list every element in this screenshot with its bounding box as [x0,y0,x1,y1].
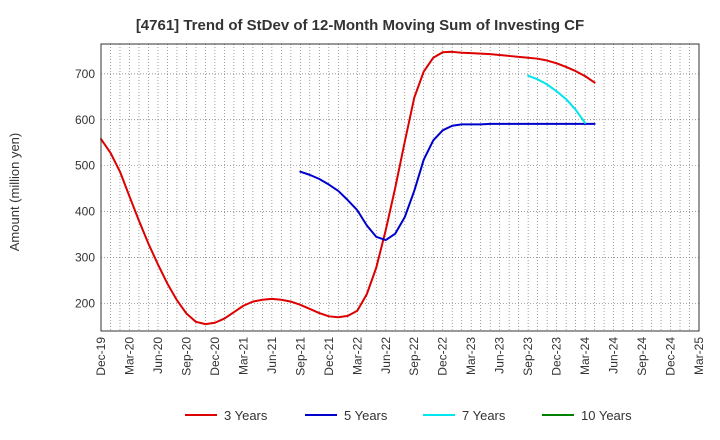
x-tick-label: Jun-24 [607,337,621,374]
x-tick-label: Mar-21 [236,337,250,375]
x-tick-label: Jun-23 [493,337,507,374]
x-tick-label: Dec-19 [94,337,108,376]
x-tick-label: Sep-24 [635,337,649,376]
y-tick-label: 200 [75,296,95,310]
y-tick-label: 600 [75,113,95,127]
x-tick-label: Dec-21 [322,337,336,376]
legend-label: 10 Years [581,408,632,423]
x-tick-label: Jun-22 [379,337,393,374]
legend-label: 7 Years [462,408,506,423]
x-tick-label: Jun-21 [265,337,279,374]
legend-label: 3 Years [224,408,268,423]
series-line-7-years [527,74,587,124]
y-tick-labels: 200 300 400 500 600 700 [75,67,95,311]
y-tick-label: 300 [75,251,95,265]
series-layer [100,50,596,326]
x-tick-label: Jun-20 [151,337,165,374]
x-tick-label: Mar-23 [464,337,478,375]
legend-label: 5 Years [344,408,388,423]
legend: 3 Years 5 Years 7 Years 10 Years [185,408,632,423]
series-line-5-years [299,122,596,242]
y-tick-label: 700 [75,67,95,81]
x-tick-label: Dec-20 [208,337,222,376]
x-tick-labels: Dec-19 Mar-20 Jun-20 Sep-20 Dec-20 Mar-21 Jun-… [94,337,706,376]
y-tick-label: 400 [75,205,95,219]
x-tick-label: Sep-20 [179,337,193,376]
x-tick-label: Mar-20 [122,337,136,375]
y-axis-label: Amount (million yen) [7,133,22,252]
x-tick-label: Mar-24 [578,337,592,375]
x-tick-label: Dec-23 [550,337,564,376]
x-tick-label: Dec-24 [664,337,678,376]
x-tick-label: Mar-25 [692,337,706,375]
x-tick-label: Dec-22 [436,337,450,376]
x-tick-label: Mar-22 [350,337,364,375]
x-tick-label: Sep-21 [293,337,307,376]
x-tick-label: Sep-23 [521,337,535,376]
plot-frame [100,43,700,332]
series-line-3-years [100,50,596,326]
chart-title: [4761] Trend of StDev of 12-Month Moving… [136,17,584,34]
x-tick-label: Sep-22 [407,337,421,376]
y-tick-label: 500 [75,159,95,173]
grid-layer [101,44,699,331]
